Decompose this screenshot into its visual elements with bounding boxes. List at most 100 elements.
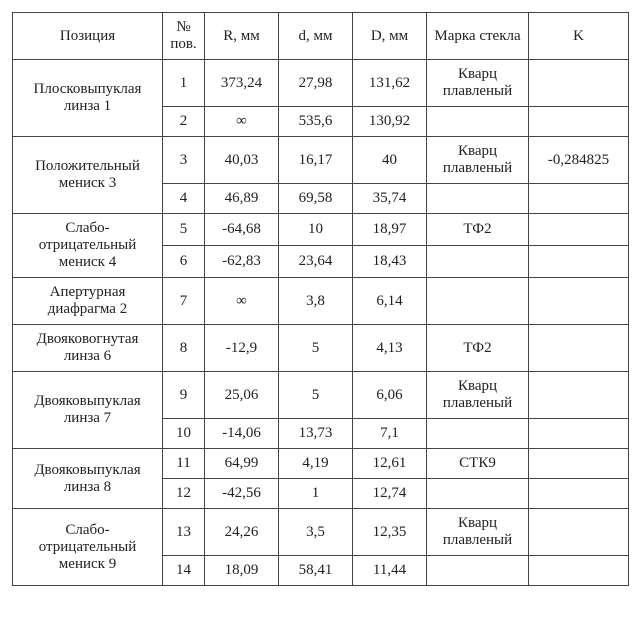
table-row: Двояковыпуклая линза 81164,994,1912,61СТ… xyxy=(13,449,629,479)
cell-r: 25,06 xyxy=(205,372,279,419)
cell-dd: 40 xyxy=(353,137,427,184)
cell-k xyxy=(529,214,629,246)
col-header-dd: D, мм xyxy=(353,13,427,60)
cell-d: 5 xyxy=(279,325,353,372)
cell-d: 5 xyxy=(279,372,353,419)
cell-dd: 7,1 xyxy=(353,419,427,449)
table-body: Плосковыпуклая линза 11373,2427,98131,62… xyxy=(13,60,629,586)
table-row: Плосковыпуклая линза 11373,2427,98131,62… xyxy=(13,60,629,107)
col-header-position: Позиция xyxy=(13,13,163,60)
cell-r: 18,09 xyxy=(205,556,279,586)
cell-r: 46,89 xyxy=(205,184,279,214)
cell-d: 535,6 xyxy=(279,107,353,137)
cell-position: Положительный мениск 3 xyxy=(13,137,163,214)
cell-dd: 4,13 xyxy=(353,325,427,372)
cell-r: -42,56 xyxy=(205,479,279,509)
cell-pov: 14 xyxy=(163,556,205,586)
cell-k xyxy=(529,449,629,479)
cell-k xyxy=(529,184,629,214)
cell-r: -62,83 xyxy=(205,246,279,278)
cell-k xyxy=(529,419,629,449)
cell-dd: 11,44 xyxy=(353,556,427,586)
cell-glass xyxy=(427,419,529,449)
cell-pov: 10 xyxy=(163,419,205,449)
cell-dd: 6,14 xyxy=(353,278,427,325)
cell-pov: 9 xyxy=(163,372,205,419)
cell-position: Двояковогнутая линза 6 xyxy=(13,325,163,372)
cell-r: ∞ xyxy=(205,278,279,325)
cell-d: 3,8 xyxy=(279,278,353,325)
cell-position: Плосковыпуклая линза 1 xyxy=(13,60,163,137)
table-row: Слабо- отрицательный мениск 91324,263,51… xyxy=(13,509,629,556)
cell-glass: ТФ2 xyxy=(427,325,529,372)
cell-d: 10 xyxy=(279,214,353,246)
cell-glass: ТФ2 xyxy=(427,214,529,246)
col-header-pov: № пов. xyxy=(163,13,205,60)
cell-d: 3,5 xyxy=(279,509,353,556)
cell-pov: 3 xyxy=(163,137,205,184)
cell-glass xyxy=(427,278,529,325)
cell-dd: 35,74 xyxy=(353,184,427,214)
cell-dd: 130,92 xyxy=(353,107,427,137)
cell-dd: 6,06 xyxy=(353,372,427,419)
cell-k xyxy=(529,325,629,372)
cell-dd: 18,97 xyxy=(353,214,427,246)
cell-r: 24,26 xyxy=(205,509,279,556)
cell-r: -14,06 xyxy=(205,419,279,449)
cell-glass: Кварц плавленый xyxy=(427,60,529,107)
cell-glass xyxy=(427,184,529,214)
cell-d: 16,17 xyxy=(279,137,353,184)
cell-dd: 12,74 xyxy=(353,479,427,509)
cell-pov: 11 xyxy=(163,449,205,479)
cell-glass xyxy=(427,556,529,586)
cell-pov: 8 xyxy=(163,325,205,372)
cell-position: Слабо- отрицательный мениск 9 xyxy=(13,509,163,586)
cell-glass xyxy=(427,479,529,509)
col-header-glass: Марка стекла xyxy=(427,13,529,60)
cell-pov: 12 xyxy=(163,479,205,509)
cell-r: -64,68 xyxy=(205,214,279,246)
cell-glass xyxy=(427,246,529,278)
cell-pov: 1 xyxy=(163,60,205,107)
cell-d: 4,19 xyxy=(279,449,353,479)
table-row: Апертурная диафрагма 27∞3,86,14 xyxy=(13,278,629,325)
cell-position: Двояковыпуклая линза 7 xyxy=(13,372,163,449)
cell-glass xyxy=(427,107,529,137)
table-header-row: Позиция № пов. R, мм d, мм D, мм Марка с… xyxy=(13,13,629,60)
col-header-d: d, мм xyxy=(279,13,353,60)
cell-k xyxy=(529,372,629,419)
table-row: Слабо- отрицательный мениск 45-64,681018… xyxy=(13,214,629,246)
cell-position: Апертурная диафрагма 2 xyxy=(13,278,163,325)
cell-d: 23,64 xyxy=(279,246,353,278)
cell-dd: 12,61 xyxy=(353,449,427,479)
cell-r: -12,9 xyxy=(205,325,279,372)
cell-d: 27,98 xyxy=(279,60,353,107)
cell-r: 64,99 xyxy=(205,449,279,479)
cell-k xyxy=(529,278,629,325)
cell-glass: Кварц плавленый xyxy=(427,509,529,556)
cell-pov: 6 xyxy=(163,246,205,278)
cell-pov: 13 xyxy=(163,509,205,556)
table-row: Положительный мениск 3340,0316,1740Кварц… xyxy=(13,137,629,184)
cell-d: 58,41 xyxy=(279,556,353,586)
cell-r: 373,24 xyxy=(205,60,279,107)
cell-k xyxy=(529,107,629,137)
cell-pov: 5 xyxy=(163,214,205,246)
cell-pov: 4 xyxy=(163,184,205,214)
cell-glass: Кварц плавленый xyxy=(427,372,529,419)
cell-pov: 7 xyxy=(163,278,205,325)
col-header-r: R, мм xyxy=(205,13,279,60)
col-header-k: K xyxy=(529,13,629,60)
cell-dd: 131,62 xyxy=(353,60,427,107)
cell-k xyxy=(529,60,629,107)
cell-pov: 2 xyxy=(163,107,205,137)
cell-k xyxy=(529,556,629,586)
optics-table: Позиция № пов. R, мм d, мм D, мм Марка с… xyxy=(12,12,629,586)
cell-dd: 18,43 xyxy=(353,246,427,278)
cell-d: 69,58 xyxy=(279,184,353,214)
cell-glass: Кварц плавленый xyxy=(427,137,529,184)
cell-r: 40,03 xyxy=(205,137,279,184)
cell-k xyxy=(529,509,629,556)
cell-d: 13,73 xyxy=(279,419,353,449)
cell-k xyxy=(529,246,629,278)
